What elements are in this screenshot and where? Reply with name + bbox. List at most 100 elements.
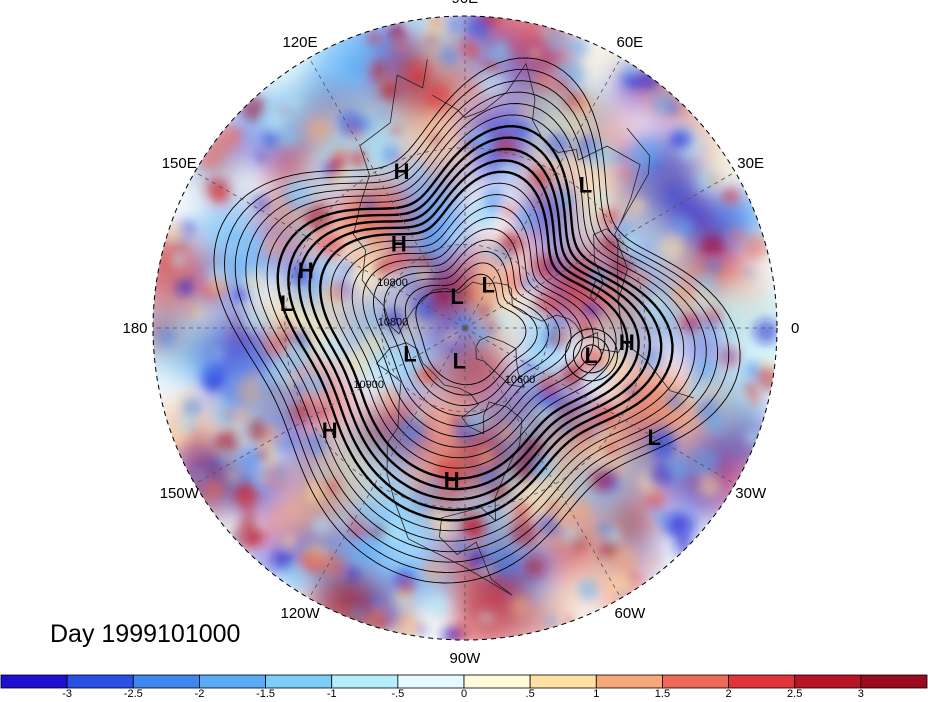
anomaly-speck	[648, 554, 659, 565]
low-pressure-marker: L	[453, 348, 466, 373]
anomaly-speck	[475, 446, 496, 466]
height-contour	[341, 194, 606, 459]
anomaly-speck	[669, 513, 697, 541]
height-contour	[276, 124, 674, 522]
anomaly-speck	[267, 359, 293, 385]
anomaly-speck	[365, 60, 387, 82]
anomaly-blob	[203, 215, 239, 251]
anomaly-speck	[653, 294, 663, 304]
colorbar-tick-label: 2.5	[787, 688, 803, 700]
colorbar-swatch	[331, 674, 399, 689]
anomaly-speck	[426, 32, 438, 43]
anomaly-speck	[577, 578, 599, 600]
anomaly-speck	[335, 563, 344, 572]
anomaly-speck	[232, 285, 249, 303]
anomaly-speck	[472, 49, 482, 59]
anomaly-speck	[589, 402, 616, 429]
colorbar-swatch	[463, 674, 531, 689]
anomaly-speck	[239, 446, 263, 469]
anomaly-speck	[688, 382, 706, 401]
anomaly-speck	[266, 110, 286, 130]
anomaly-speck	[303, 202, 332, 231]
colorbar-swatch	[199, 674, 266, 689]
contour-label: 10600	[505, 374, 536, 386]
anomaly-speck	[644, 488, 666, 510]
low-pressure-marker: L	[280, 291, 293, 316]
colorbar-tick-label: 1.5	[654, 688, 671, 700]
coastline	[353, 59, 619, 353]
anomaly-speck	[568, 37, 589, 59]
anomaly-speck	[349, 148, 368, 166]
anomaly-speck	[606, 573, 631, 598]
anomaly-speck	[565, 361, 582, 378]
anomaly-speck	[272, 467, 287, 482]
anomaly-speck	[371, 597, 384, 610]
colorbar	[0, 674, 928, 689]
anomaly-speck	[210, 184, 231, 205]
low-pressure-marker: L	[481, 272, 494, 297]
longitude-label: 30E	[737, 154, 764, 172]
low-pressure-marker: L	[585, 343, 598, 368]
anomaly-speck	[387, 22, 408, 42]
contour-label: 10800	[378, 316, 409, 328]
anomaly-speck	[391, 126, 400, 135]
anomaly-speck	[441, 626, 461, 640]
anomaly-speck	[167, 224, 186, 243]
anomaly-speck	[535, 72, 553, 90]
colorbar-swatch	[595, 674, 663, 689]
anomaly-speck	[201, 366, 213, 379]
colorbar-swatch	[397, 674, 465, 689]
anomaly-speck	[562, 525, 582, 545]
longitude-label: 60E	[616, 33, 644, 51]
low-pressure-marker: L	[647, 425, 660, 450]
height-contour	[351, 205, 594, 448]
anomaly-blob	[394, 105, 468, 178]
low-pressure-marker: L	[579, 172, 592, 197]
anomaly-speck	[398, 417, 425, 443]
height-contour	[245, 91, 707, 553]
anomaly-speck	[445, 16, 461, 31]
colorbar-swatch	[0, 674, 68, 689]
height-contour	[404, 262, 538, 396]
anomaly-speck	[553, 77, 571, 94]
anomaly-speck	[648, 463, 673, 488]
anomaly-speck	[466, 548, 489, 571]
anomaly-speck	[181, 396, 203, 418]
anomaly-speck	[203, 478, 225, 500]
colorbar-swatch	[529, 674, 597, 689]
anomaly-speck	[595, 190, 610, 205]
anomaly-speck	[447, 227, 465, 245]
contour-label: 10800	[377, 277, 408, 289]
anomaly-speck	[721, 349, 735, 363]
anomaly-speck	[607, 253, 634, 280]
anomaly-speck	[213, 325, 224, 337]
height-contour	[330, 182, 617, 469]
anomaly-speck	[311, 515, 332, 536]
anomaly-speck	[313, 466, 326, 478]
anomaly-speck	[375, 618, 386, 629]
colorbar-tick-label: -1.5	[256, 688, 276, 700]
anomaly-speck	[631, 270, 648, 287]
anomaly-speck	[703, 412, 726, 435]
anomaly-speck	[472, 325, 491, 344]
anomaly-speck	[381, 520, 406, 545]
anomaly-speck	[494, 310, 516, 332]
closed-low-contour	[572, 336, 610, 374]
anomaly-speck	[424, 16, 445, 35]
anomaly-speck	[521, 437, 545, 461]
coastline	[432, 62, 641, 224]
anomaly-speck	[589, 468, 613, 492]
anomaly-speck	[545, 131, 572, 158]
anomaly-speck	[396, 577, 416, 597]
anomaly-speck	[439, 46, 460, 67]
anomaly-speck	[523, 555, 546, 578]
anomaly-speck	[153, 310, 163, 321]
anomaly-speck	[257, 375, 268, 386]
height-contour	[394, 251, 549, 406]
anomaly-speck	[213, 348, 223, 358]
anomaly-speck	[320, 282, 347, 309]
anomaly-speck	[457, 142, 477, 161]
anomaly-speck	[279, 128, 299, 148]
anomaly-speck	[351, 606, 363, 618]
